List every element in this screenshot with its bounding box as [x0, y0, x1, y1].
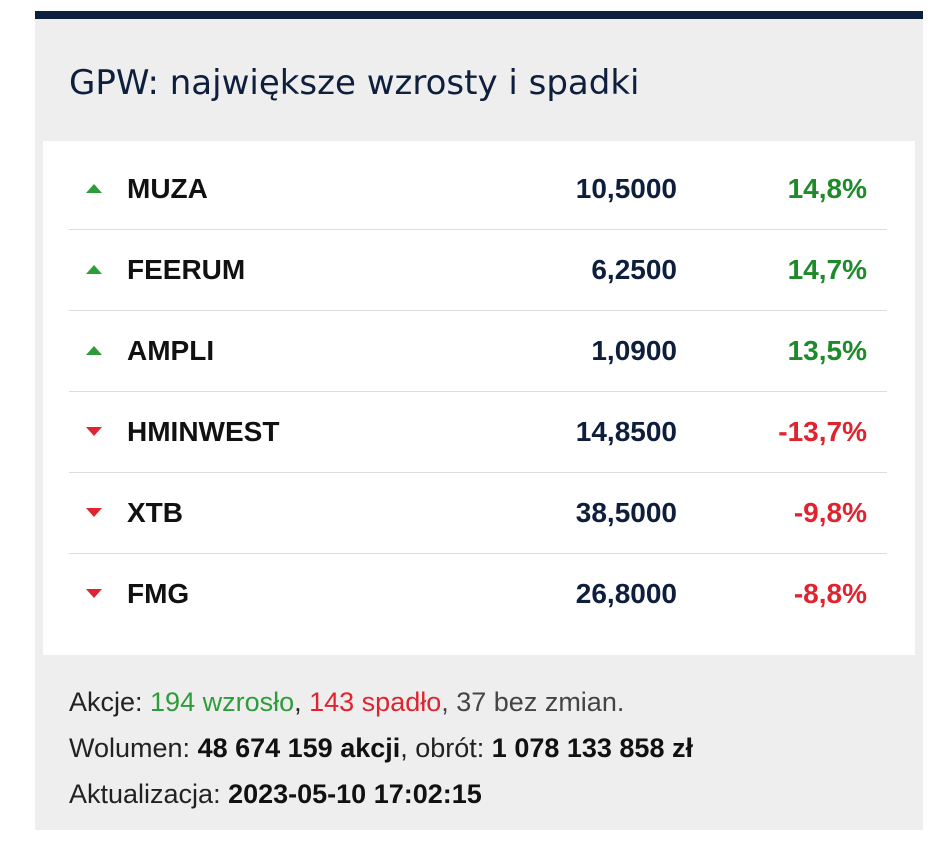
update-label: Aktualizacja: — [69, 779, 229, 809]
change-value: 14,7% — [787, 254, 867, 285]
price-value: 10,5000 — [575, 173, 677, 204]
table-row-muza[interactable]: MUZA 10,5000 14,8% — [69, 149, 887, 230]
table-row-feerum[interactable]: FEERUM 6,2500 14,7% — [69, 230, 887, 311]
movers-table: MUZA 10,5000 14,8% FEERUM 6,2500 14,7% A… — [43, 141, 915, 655]
triangle-down-icon — [86, 508, 102, 517]
table-row-xtb[interactable]: XTB 38,5000 -9,8% — [69, 473, 887, 554]
triangle-up-icon — [86, 184, 102, 193]
table-row-hminwest[interactable]: HMINWEST 14,8500 -13,7% — [69, 392, 887, 473]
price-value: 14,8500 — [575, 416, 677, 447]
market-summary: Akcje: 194 wzrosło, 143 spadło, 37 bez z… — [69, 679, 693, 817]
ticker-link[interactable]: HMINWEST — [127, 416, 280, 447]
rose-count: 194 wzrosło — [150, 687, 295, 717]
fell-count: 143 spadło — [309, 687, 442, 717]
gpw-movers-widget: GPW: największe wzrosty i spadki MUZA 10… — [35, 11, 923, 830]
change-value: -13,7% — [778, 416, 867, 447]
triangle-up-icon — [86, 265, 102, 274]
change-value: 14,8% — [787, 173, 867, 204]
stocks-summary-line: Akcje: 194 wzrosło, 143 spadło, 37 bez z… — [69, 679, 693, 725]
stocks-label: Akcje: — [69, 687, 151, 717]
turnover-label: , obrót: — [400, 733, 492, 763]
ticker-link[interactable]: FEERUM — [127, 254, 246, 285]
update-timestamp: 2023-05-10 17:02:15 — [228, 779, 482, 809]
unchanged-count: , 37 bez zmian. — [441, 687, 625, 717]
volume-line: Wolumen: 48 674 159 akcji, obrót: 1 078 … — [69, 725, 693, 771]
triangle-down-icon — [86, 427, 102, 436]
volume-value: 48 674 159 akcji — [197, 733, 401, 763]
change-value: -9,8% — [793, 497, 867, 528]
turnover-value: 1 078 133 858 zł — [491, 733, 693, 763]
ticker-link[interactable]: AMPLI — [127, 335, 215, 366]
price-value: 1,0900 — [591, 335, 677, 366]
triangle-down-icon — [86, 589, 102, 598]
price-value: 26,8000 — [575, 578, 677, 609]
volume-label: Wolumen: — [69, 733, 198, 763]
widget-title: GPW: największe wzrosty i spadki — [69, 63, 640, 103]
triangle-up-icon — [86, 346, 102, 355]
separator: , — [294, 687, 310, 717]
change-value: 13,5% — [787, 335, 867, 366]
change-value: -8,8% — [793, 578, 867, 609]
update-line: Aktualizacja: 2023-05-10 17:02:15 — [69, 771, 693, 817]
ticker-link[interactable]: XTB — [127, 497, 183, 528]
price-value: 38,5000 — [575, 497, 677, 528]
table-row-ampli[interactable]: AMPLI 1,0900 13,5% — [69, 311, 887, 392]
price-value: 6,2500 — [591, 254, 677, 285]
table-row-fmg[interactable]: FMG 26,8000 -8,8% — [69, 554, 887, 635]
ticker-link[interactable]: MUZA — [127, 173, 208, 204]
ticker-link[interactable]: FMG — [127, 578, 190, 609]
